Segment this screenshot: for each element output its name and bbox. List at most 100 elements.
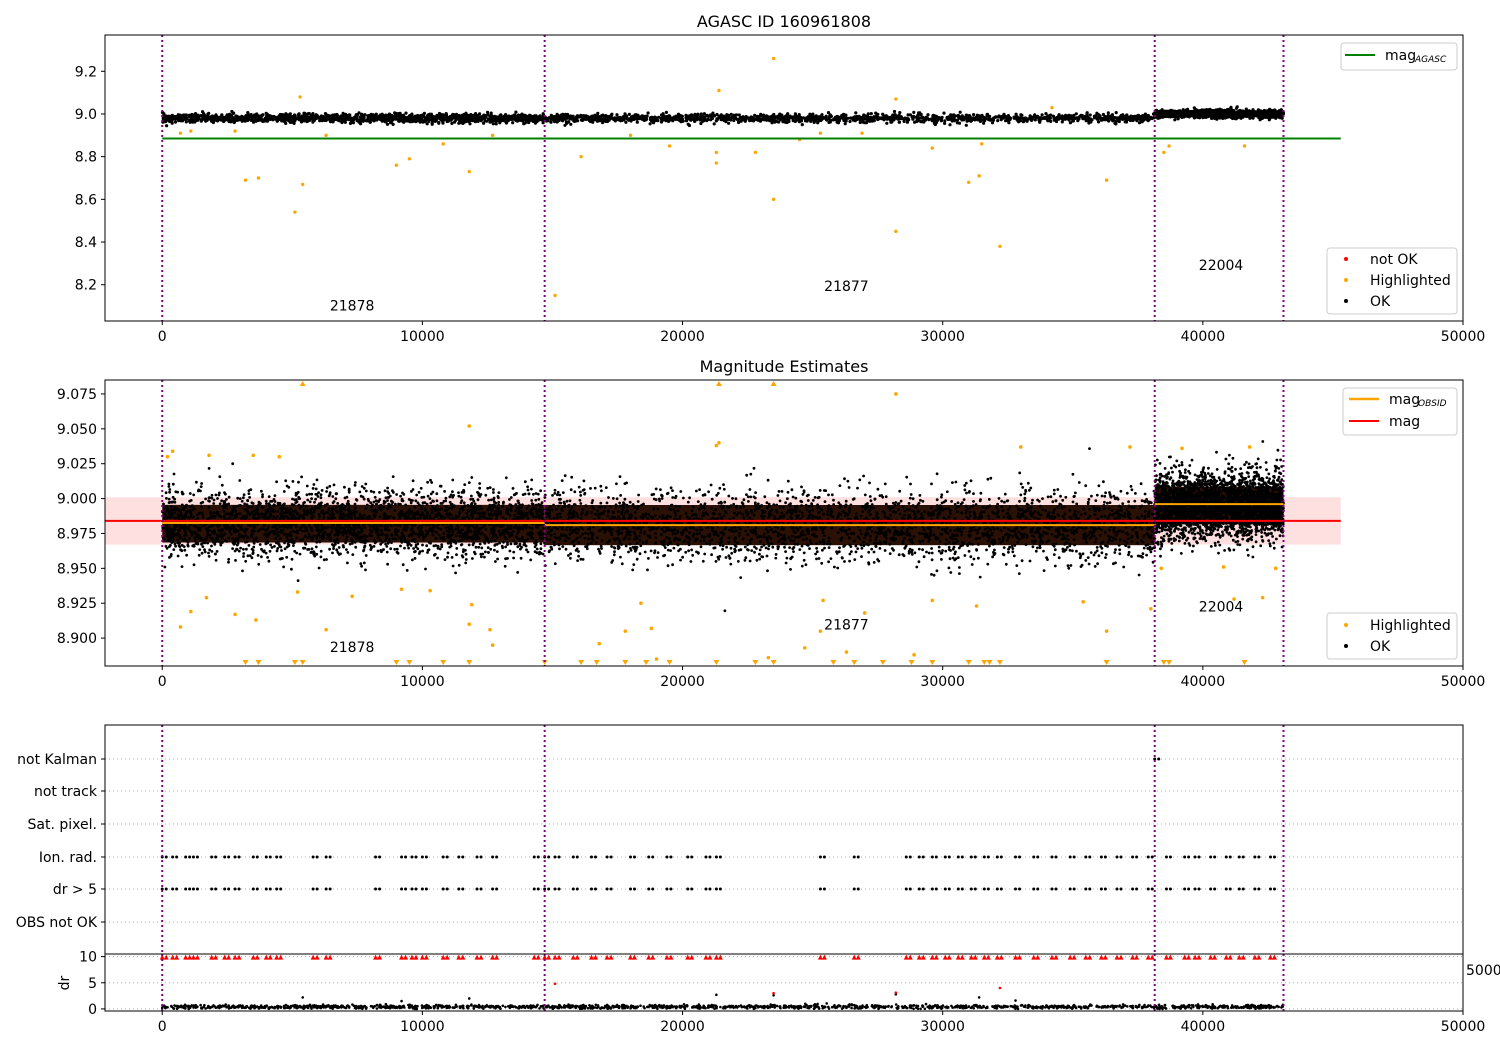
ok-point xyxy=(498,541,501,545)
ok-point xyxy=(201,515,205,519)
ok-point xyxy=(238,497,242,500)
ok-point xyxy=(1210,110,1215,115)
ok-point xyxy=(347,113,351,117)
ok-point xyxy=(425,114,429,118)
ok-point xyxy=(960,116,964,120)
ok-point xyxy=(1173,118,1177,122)
ok-point xyxy=(648,122,652,126)
ok-point xyxy=(870,119,874,123)
ok-point xyxy=(664,110,669,114)
ok-point xyxy=(1212,114,1216,118)
ok-point xyxy=(918,119,922,123)
ok-point xyxy=(455,547,459,550)
ok-point xyxy=(488,120,492,124)
ok-point xyxy=(173,120,178,124)
highlighted-point xyxy=(998,244,1002,248)
ok-point xyxy=(450,121,454,125)
ok-point xyxy=(243,530,247,534)
highlighted-point xyxy=(818,131,823,135)
ok-point xyxy=(381,115,386,119)
ok-point xyxy=(596,111,600,115)
highlighted-point xyxy=(467,169,471,174)
ok-point xyxy=(1093,115,1097,119)
ok-point xyxy=(782,119,786,123)
ok-point xyxy=(522,114,527,118)
obsid-label: 21877 xyxy=(824,279,869,295)
ok-point xyxy=(915,119,919,123)
ok-point xyxy=(207,111,211,115)
ok-point xyxy=(861,120,865,124)
ok-point xyxy=(315,478,319,482)
ok-point xyxy=(337,118,341,122)
ok-point xyxy=(943,119,947,123)
ok-point xyxy=(199,489,202,493)
ok-point xyxy=(304,114,308,118)
ok-point xyxy=(862,113,866,117)
ok-point xyxy=(1128,115,1132,119)
legend-label: mag xyxy=(1385,48,1416,64)
ok-point xyxy=(565,116,569,120)
ok-point xyxy=(210,544,213,548)
ok-point xyxy=(255,112,259,116)
ok-point xyxy=(869,112,873,116)
ok-point xyxy=(964,123,968,127)
legend-marker xyxy=(1344,257,1348,261)
ok-point xyxy=(1066,114,1070,118)
ok-point xyxy=(618,115,622,119)
ok-point xyxy=(290,567,293,571)
ok-point xyxy=(996,119,1000,123)
ok-point xyxy=(636,113,640,117)
ok-point xyxy=(503,564,507,568)
ok-point xyxy=(255,119,259,123)
ok-point xyxy=(284,479,288,483)
ok-point xyxy=(263,117,267,121)
ok-point xyxy=(740,117,744,122)
ok-point xyxy=(495,550,499,553)
ok-point xyxy=(1262,112,1267,116)
ok-point xyxy=(193,112,198,116)
ok-point xyxy=(315,536,319,540)
highlighted-point xyxy=(553,293,557,298)
ok-point xyxy=(863,117,867,121)
ok-point xyxy=(514,542,518,545)
ok-point xyxy=(1163,112,1167,116)
ok-point xyxy=(214,493,218,497)
ok-point xyxy=(322,118,327,122)
ok-point xyxy=(170,121,174,125)
ok-point xyxy=(528,526,532,529)
ok-point xyxy=(339,115,343,119)
legend-label: OK xyxy=(1370,294,1391,310)
ok-point xyxy=(235,114,239,118)
ok-point xyxy=(314,545,318,549)
ok-point xyxy=(978,114,983,118)
ok-point xyxy=(163,117,167,121)
ok-point xyxy=(695,114,699,118)
ok-point xyxy=(391,122,395,126)
ok-point xyxy=(326,516,330,520)
highlighted-point xyxy=(860,131,864,135)
legend-subscript: AGASC xyxy=(1414,55,1447,65)
ok-point xyxy=(437,111,442,116)
ok-point xyxy=(227,116,231,120)
highlighted-point xyxy=(717,88,721,93)
ok-point xyxy=(732,115,736,119)
ok-point xyxy=(207,551,210,555)
ok-point xyxy=(865,117,869,122)
ok-point xyxy=(358,115,362,119)
ok-point xyxy=(474,112,478,116)
ok-point xyxy=(1076,119,1080,123)
ok-point xyxy=(737,120,741,124)
ok-point xyxy=(835,114,839,119)
ok-point xyxy=(1002,115,1006,119)
ok-point xyxy=(770,114,774,118)
ok-point xyxy=(247,492,251,495)
ok-point xyxy=(1221,116,1225,120)
ok-point xyxy=(957,121,962,125)
ok-point xyxy=(1019,113,1023,117)
ok-point xyxy=(706,114,711,118)
ok-point xyxy=(442,532,446,535)
ok-point xyxy=(351,121,355,125)
ok-point xyxy=(807,116,811,120)
ok-point xyxy=(549,120,553,124)
